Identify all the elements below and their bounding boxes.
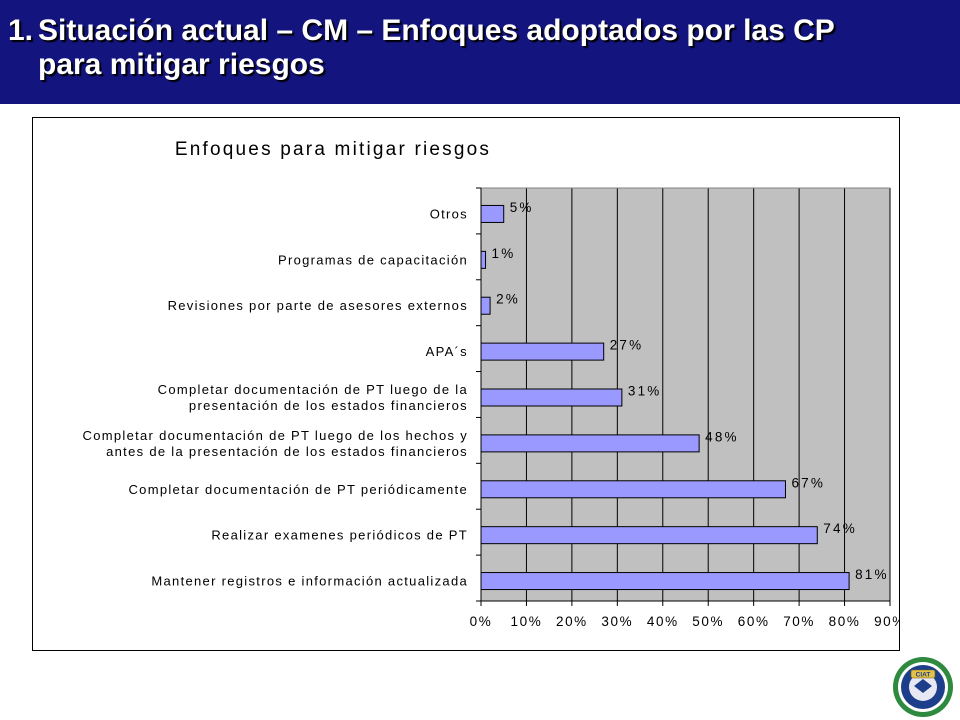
- category-label: Completar documentación de PT periódicam…: [128, 482, 468, 497]
- bar: [480, 388, 623, 407]
- institution-seal-logo: CIAT: [893, 657, 953, 717]
- bar: [480, 434, 700, 453]
- category-label: Mantener registros e información actuali…: [151, 574, 468, 589]
- title-bar: 1. Situación actual – CM – Enfoques adopt…: [0, 0, 960, 104]
- title-line-2: para mitigar riesgos: [38, 48, 325, 81]
- title-line-1: Situación actual – CM – Enfoques adoptad…: [38, 14, 835, 47]
- bar: [480, 296, 491, 315]
- bar: [480, 204, 505, 223]
- bar-value-label: 1%: [492, 246, 516, 261]
- x-tick-label: 70%: [783, 614, 815, 629]
- bar-chart: Enfoques para mitigar riesgos 0% 10% 20% 30%…: [83, 139, 899, 629]
- x-tick-label: 10%: [511, 614, 543, 629]
- slide-title: 1. Situación actual – CM – Enfoques adopt…: [8, 14, 948, 82]
- chart-title: Enfoques para mitigar riesgos: [175, 139, 491, 160]
- category-label: Revisiones por parte de asesores externo…: [168, 298, 468, 313]
- category-label: Completar documentación de PT luego de l…: [158, 382, 468, 397]
- bar: [480, 572, 850, 591]
- bar: [480, 526, 818, 545]
- bar: [480, 342, 605, 361]
- category-label: Completar documentación de PT luego de l…: [83, 428, 468, 443]
- x-tick-label: 50%: [692, 614, 724, 629]
- x-tick-label: 60%: [738, 614, 770, 629]
- x-tick-label: 40%: [647, 614, 679, 629]
- x-tick-label: 80%: [829, 614, 861, 629]
- chart-frame: Enfoques para mitigar riesgos 0% 10% 20% 30%…: [32, 117, 900, 651]
- category-label: Realizar examenes periódicos de PT: [211, 528, 468, 543]
- title-number: 1.: [8, 14, 34, 47]
- category-label: Programas de capacitación: [278, 252, 468, 267]
- bar-value-label: 48%: [705, 429, 739, 444]
- bar-value-label: 31%: [628, 384, 662, 399]
- bar-value-label: 67%: [791, 475, 825, 490]
- category-label: antes de la presentación de los estados …: [106, 444, 468, 459]
- bar-value-label: 81%: [855, 567, 889, 582]
- category-label: Otros: [430, 206, 468, 221]
- x-tick-label: 90%: [874, 614, 899, 629]
- category-label: presentación de los estados financieros: [189, 398, 468, 413]
- category-label: APA´s: [426, 344, 468, 359]
- x-tick-label: 30%: [601, 614, 633, 629]
- x-tick-label: 20%: [556, 614, 588, 629]
- logo-text: CIAT: [916, 672, 931, 679]
- bar-value-label: 2%: [496, 292, 520, 307]
- bar: [480, 480, 786, 499]
- bar: [480, 250, 487, 269]
- bar-value-label: 74%: [823, 521, 857, 536]
- bar-value-label: 27%: [610, 338, 644, 353]
- bar-value-label: 5%: [510, 200, 534, 215]
- x-tick-label: 0%: [470, 614, 493, 629]
